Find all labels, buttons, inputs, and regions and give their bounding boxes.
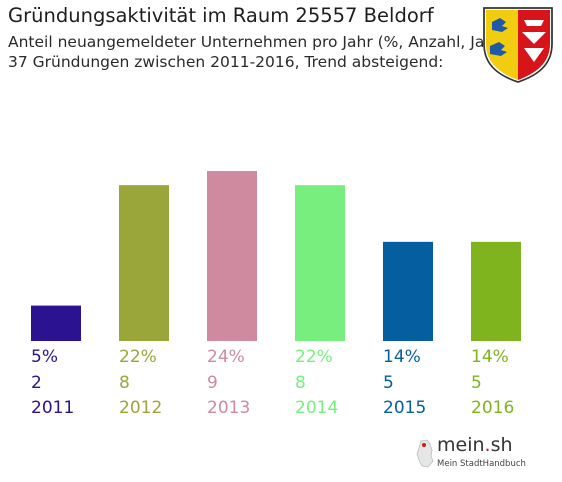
percent-label-2015: 14% [383, 347, 421, 367]
year-label-2016: 2016 [471, 398, 515, 418]
year-label-2014: 2014 [295, 398, 339, 418]
brand-name: mein.sh [437, 434, 513, 456]
chart-subtitle-description: Anteil neuangemeldeter Unternehmen pro J… [8, 33, 507, 51]
count-label-2013: 9 [207, 373, 218, 393]
percent-label-2013: 24% [207, 347, 245, 367]
count-label-2014: 8 [295, 373, 306, 393]
bar-2016 [471, 241, 521, 341]
year-label-2013: 2013 [207, 398, 251, 418]
chart-title: Gründungsaktivität im Raum 25557 Beldorf [8, 4, 434, 27]
brand-tagline: Mein StadtHandbuch [437, 459, 526, 469]
count-label-2011: 2 [31, 373, 42, 393]
brand-logo[interactable]: mein.sh Mein StadtHandbuch [415, 433, 533, 477]
bar-2011 [31, 305, 81, 341]
bar-2014 [295, 185, 345, 341]
percent-label-2014: 22% [295, 347, 333, 367]
percent-label-2016: 14% [471, 347, 509, 367]
germany-map-icon [416, 439, 434, 468]
year-label-2012: 2012 [119, 398, 163, 418]
bar-2015 [383, 241, 433, 341]
year-label-2011: 2011 [31, 398, 75, 418]
percent-label-2012: 22% [119, 347, 157, 367]
count-label-2015: 5 [383, 373, 394, 393]
percent-label-2011: 5% [31, 347, 58, 367]
count-label-2016: 5 [471, 373, 482, 393]
count-label-2012: 8 [119, 373, 130, 393]
bar-2012 [119, 185, 169, 341]
year-label-2015: 2015 [383, 398, 427, 418]
chart-subtitle-summary: 37 Gründungen zwischen 2011-2016, Trend … [8, 53, 444, 71]
schleswig-holstein-coat-of-arms-icon [483, 7, 553, 83]
bar-2013 [207, 171, 257, 341]
